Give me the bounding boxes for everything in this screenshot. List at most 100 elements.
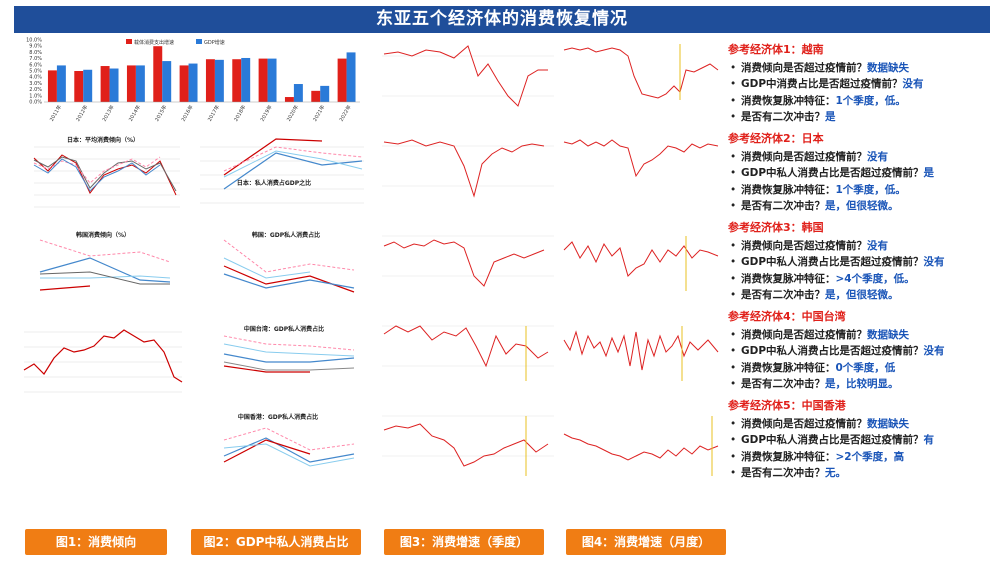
bar-blue — [320, 85, 330, 102]
list-item: GDP中消费占比是否超过疫情前？没有 — [728, 76, 990, 92]
answer: 有 — [923, 434, 935, 447]
list-item: GDP中私人消费占比是否超过疫情前？没有 — [728, 254, 990, 270]
quarterly-growth-charts — [378, 36, 556, 506]
list-item: 消费倾向是否超过疫情前？数据缺失 — [728, 327, 990, 343]
y-tick-label: 4.0% — [29, 75, 42, 81]
list-item: 消费倾向是否超过疫情前？没有 — [728, 238, 990, 254]
x-tick-label: 2018年 — [232, 104, 247, 123]
korea-gdp-chart: 韩国：GDP私人消费占比 — [186, 228, 368, 316]
korea-gdp-svg: 韩国：GDP私人消费占比 — [223, 231, 355, 293]
bar-red — [153, 46, 163, 102]
fig4-button[interactable]: 图4：消费增速（月度） — [566, 529, 726, 555]
answer: 是，比较明显。 — [825, 377, 899, 390]
y-tick-label: 2.0% — [29, 87, 42, 93]
fig3-button[interactable]: 图3：消费增速（季度） — [384, 529, 544, 555]
bar-red — [284, 97, 294, 102]
section-title: 参考经济体3：韩国 — [728, 221, 824, 235]
bar-red — [47, 70, 57, 102]
question: 是否有二次冲击？ — [741, 110, 825, 123]
x-tick-label: 2016年 — [180, 104, 195, 123]
x-tick-label: 2012年 — [74, 104, 89, 123]
answer: 没有 — [867, 240, 888, 253]
hk-gdp-svg: 中国香港：GDP私人消费占比 — [223, 413, 355, 467]
bar-red — [74, 71, 84, 102]
bar-red — [179, 65, 189, 102]
legend-swatch-blue — [196, 39, 202, 44]
question: 是否有二次冲击？ — [741, 377, 825, 390]
fig1-button[interactable]: 图1：消费倾向 — [25, 529, 167, 555]
answer: >4个季度，低。 — [835, 272, 915, 285]
japan-propensity-svg: 日本：平均消费倾向（%） — [33, 136, 180, 208]
korea-propensity-svg: 韩国消费倾向（%） — [39, 231, 171, 291]
bar-red — [311, 90, 321, 102]
y-tick-label: 6.0% — [29, 62, 42, 68]
list-item: 是否有二次冲击？是，但很轻微。 — [728, 198, 990, 214]
page-title: 东亚五个经济体的消费恢复情况 — [14, 6, 990, 33]
vietnam-propensity-chart — [14, 322, 184, 404]
taiwan-gdp-title: 中国台湾：GDP私人消费占比 — [244, 325, 324, 333]
x-tick-label: 2021年 — [311, 104, 326, 123]
question: GDP中消费占比是否超过疫情前？ — [741, 78, 903, 91]
hk-gdp-chart: 中国香港：GDP私人消费占比 — [186, 410, 368, 498]
question: 消费倾向是否超过疫情前？ — [741, 418, 867, 431]
question: GDP中私人消费占比是否超过疫情前？ — [741, 345, 924, 358]
legend-label: GDP增速 — [204, 39, 225, 46]
bar-red — [232, 59, 242, 102]
japan-propensity-chart: 日本：平均消费倾向（%） — [20, 133, 185, 223]
list-item: 消费恢复脉冲特征：>2个季度，高 — [728, 449, 990, 465]
bar-red — [126, 65, 136, 102]
question: GDP中私人消费占比是否超过疫情前？ — [741, 167, 924, 180]
section-japan: 参考经济体2：日本 消费倾向是否超过疫情前？没有 GDP中私人消费占比是否超过疫… — [728, 131, 990, 214]
bar-red — [205, 59, 215, 102]
x-tick-label: 2015年 — [153, 104, 168, 123]
question: 是否有二次冲击？ — [741, 199, 825, 212]
korea-propensity-chart: 韩国消费倾向（%） — [20, 228, 185, 316]
vietnam-bar-chart: 10.0% 9.0% 8.0% 7.0% 6.0% 5.0% 4.0% 3.0% 2.0% 1.0… — [16, 36, 364, 128]
question: 消费倾向是否超过疫情前？ — [741, 151, 867, 164]
y-tick-label: 10.0% — [26, 38, 42, 44]
japan-gdp-chart: 日本：私人消费占GDP之比 — [186, 133, 368, 223]
list-item: 是否有二次冲击？是，比较明显。 — [728, 376, 990, 392]
japan-gdp-svg: 日本：私人消费占GDP之比 — [200, 138, 364, 204]
y-tick-label: 5.0% — [29, 69, 42, 75]
japan-propensity-title: 日本：平均消费倾向（%） — [67, 136, 139, 144]
section-title: 参考经济体5：中国香港 — [728, 399, 846, 413]
section-taiwan: 参考经济体4：中国台湾 消费倾向是否超过疫情前？数据缺失 GDP中私人消费占比是… — [728, 309, 990, 392]
section-hongkong: 参考经济体5：中国香港 消费倾向是否超过疫情前？数据缺失 GDP中私人消费占比是… — [728, 398, 990, 481]
y-tick-label: 7.0% — [29, 56, 42, 62]
bar-blue — [135, 65, 145, 102]
answer: 没有 — [867, 151, 888, 164]
bar-blue — [346, 52, 356, 102]
x-tick-label: 2014年 — [127, 104, 142, 123]
question: 消费倾向是否超过疫情前？ — [741, 62, 867, 75]
bar-blue — [109, 68, 119, 102]
taiwan-gdp-chart: 中国台湾：GDP私人消费占比 — [186, 322, 368, 406]
list-item: GDP中私人消费占比是否超过疫情前？是 — [728, 165, 990, 181]
japan-gdp-title: 日本：私人消费占GDP之比 — [237, 179, 311, 187]
answer: 没有 — [923, 345, 945, 358]
answer: 数据缺失 — [867, 418, 909, 431]
bar-blue — [83, 69, 93, 102]
x-tick-label: 2020年 — [285, 104, 300, 123]
legend-swatch-red — [126, 39, 132, 44]
list-item: 是否有二次冲击？无。 — [728, 465, 990, 481]
question: 是否有二次冲击？ — [741, 288, 825, 301]
question: 是否有二次冲击？ — [741, 466, 825, 479]
list-item: 消费恢复脉冲特征：1个季度，低。 — [728, 182, 990, 198]
section-vietnam: 参考经济体1：越南 消费倾向是否超过疫情前？数据缺失 GDP中消费占比是否超过疫… — [728, 42, 990, 125]
y-tick-label: 1.0% — [29, 93, 42, 99]
bar-blue — [162, 61, 172, 102]
bar-blue — [293, 84, 303, 102]
answer: 1个季度，低。 — [835, 94, 906, 107]
x-tick-label: 2019年 — [259, 104, 274, 123]
question: GDP中私人消费占比是否超过疫情前？ — [741, 256, 924, 269]
fig2-button[interactable]: 图2：GDP中私人消费占比 — [191, 529, 361, 555]
answer: 数据缺失 — [867, 62, 909, 75]
answer: 没有 — [923, 256, 945, 269]
question: 消费恢复脉冲特征： — [741, 361, 836, 374]
bar-red — [337, 58, 347, 102]
list-item: GDP中私人消费占比是否超过疫情前？没有 — [728, 343, 990, 359]
bar-blue — [56, 65, 66, 102]
answer: 是 — [825, 110, 836, 123]
answer: 没有 — [902, 78, 924, 91]
